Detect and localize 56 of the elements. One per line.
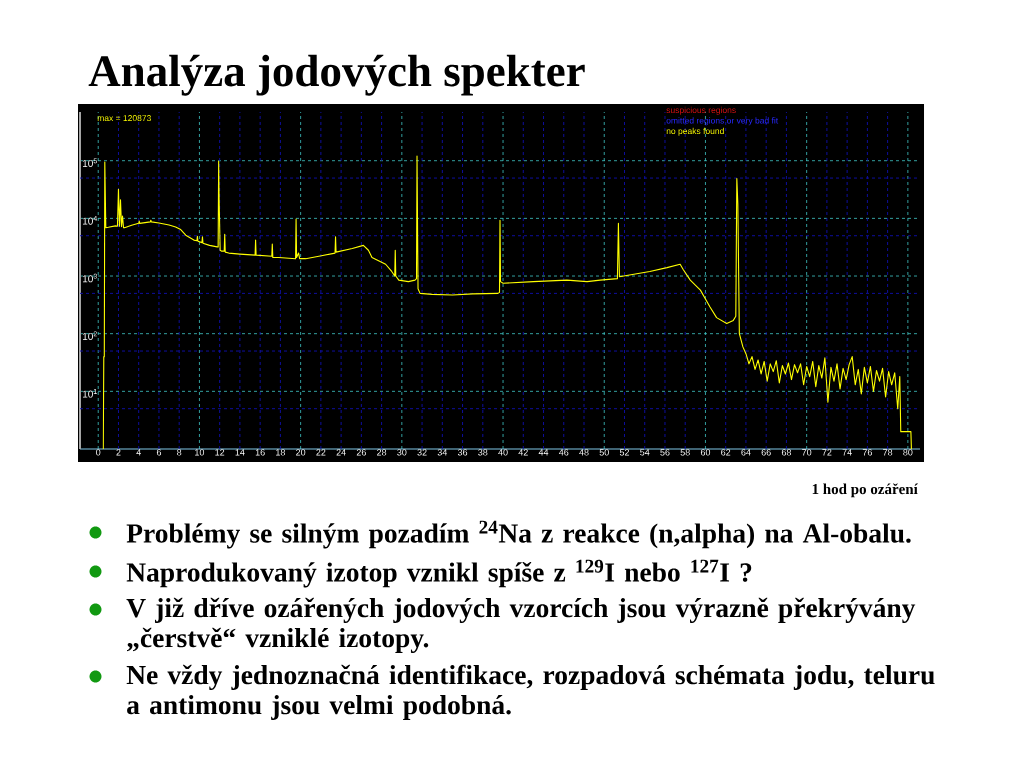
x-tick-label: 18 bbox=[276, 449, 285, 456]
x-tick-label: 48 bbox=[579, 449, 589, 456]
x-tick-label: 14 bbox=[235, 449, 245, 456]
annotation: suspicious regions bbox=[666, 106, 736, 115]
x-tick-label: 60 bbox=[700, 449, 711, 456]
x-tick-label: 34 bbox=[437, 449, 448, 456]
text: V již dříve ozářených jodových vzorcích jsou výrazně překrývány „čerstvě“ vzniklé izotopy. bbox=[126, 597, 916, 654]
text: Problémy se silným pozadím $^{24}$Na z reakce (n,alpha) na Al-obalu. bbox=[126, 520, 911, 549]
x-tick-label: 32 bbox=[417, 449, 427, 456]
chart-title: Analýza jodových spekter bbox=[88, 54, 585, 96]
x-tick-label: 42 bbox=[518, 449, 528, 456]
y-tick-label: 10$^{3}$ bbox=[82, 273, 97, 283]
x-tick-label: 30 bbox=[397, 449, 407, 456]
x-tick-label: 12 bbox=[215, 449, 225, 456]
y-tick-label: 10$^{2}$ bbox=[82, 331, 97, 340]
x-tick-label: 2 bbox=[116, 449, 121, 456]
x-tick-label: 62 bbox=[721, 449, 731, 456]
x-tick-label: 52 bbox=[619, 449, 630, 456]
x-tick-label: 44 bbox=[538, 449, 549, 456]
x-tick-label: 0 bbox=[96, 449, 101, 456]
y-tick-label: 10$^{1}$ bbox=[82, 389, 97, 398]
x-tick-label: 28 bbox=[377, 449, 387, 456]
x-tick-label: 72 bbox=[822, 449, 832, 456]
y-tick-label: 10$^{5}$ bbox=[82, 158, 97, 167]
x-tick-label: 80 bbox=[903, 449, 913, 456]
x-tick-label: 6 bbox=[156, 449, 162, 456]
x-tick-label: 68 bbox=[781, 449, 792, 456]
annotation: no peaks found bbox=[666, 127, 724, 136]
text: Naprodukovaný izotop vznikl spíše z $^{129}$I nebo $^{127}$I ? bbox=[126, 559, 752, 588]
x-tick-label: 22 bbox=[316, 449, 326, 456]
text: 1 hod po ozáření bbox=[812, 483, 918, 498]
annotation: omitted regions or very bad fit bbox=[666, 117, 779, 126]
x-tick-label: 50 bbox=[599, 449, 609, 456]
x-tick-label: 70 bbox=[802, 449, 812, 456]
x-tick-label: 54 bbox=[640, 449, 650, 456]
x-tick-label: 20 bbox=[296, 449, 306, 456]
x-tick-label: 8 bbox=[177, 449, 182, 456]
x-tick-label: 56 bbox=[660, 449, 670, 456]
x-tick-label: 10 bbox=[195, 449, 205, 456]
x-tick-label: 58 bbox=[680, 449, 690, 456]
x-tick-label: 24 bbox=[336, 449, 346, 456]
x-tick-label: 38 bbox=[478, 449, 488, 456]
text: Ne vždy jednoznačná identifikace, rozpadová schémata jodu, teluru a antimonu jsou velmi podobná. bbox=[126, 664, 935, 720]
x-tick-label: 4 bbox=[136, 449, 141, 456]
x-tick-label: 36 bbox=[457, 449, 468, 456]
x-tick-label: 66 bbox=[761, 449, 771, 456]
x-tick-label: 26 bbox=[356, 449, 366, 456]
x-tick-label: 64 bbox=[741, 449, 751, 456]
x-tick-label: 76 bbox=[862, 449, 872, 456]
x-tick-label: 40 bbox=[498, 449, 508, 456]
x-tick-label: 74 bbox=[842, 449, 852, 456]
x-tick-label: 78 bbox=[883, 449, 893, 456]
x-tick-label: 16 bbox=[255, 449, 265, 456]
annotation: max = 120873 bbox=[97, 115, 151, 122]
y-tick-label: 10$^{4}$ bbox=[82, 216, 98, 225]
x-tick-label: 46 bbox=[558, 449, 569, 456]
